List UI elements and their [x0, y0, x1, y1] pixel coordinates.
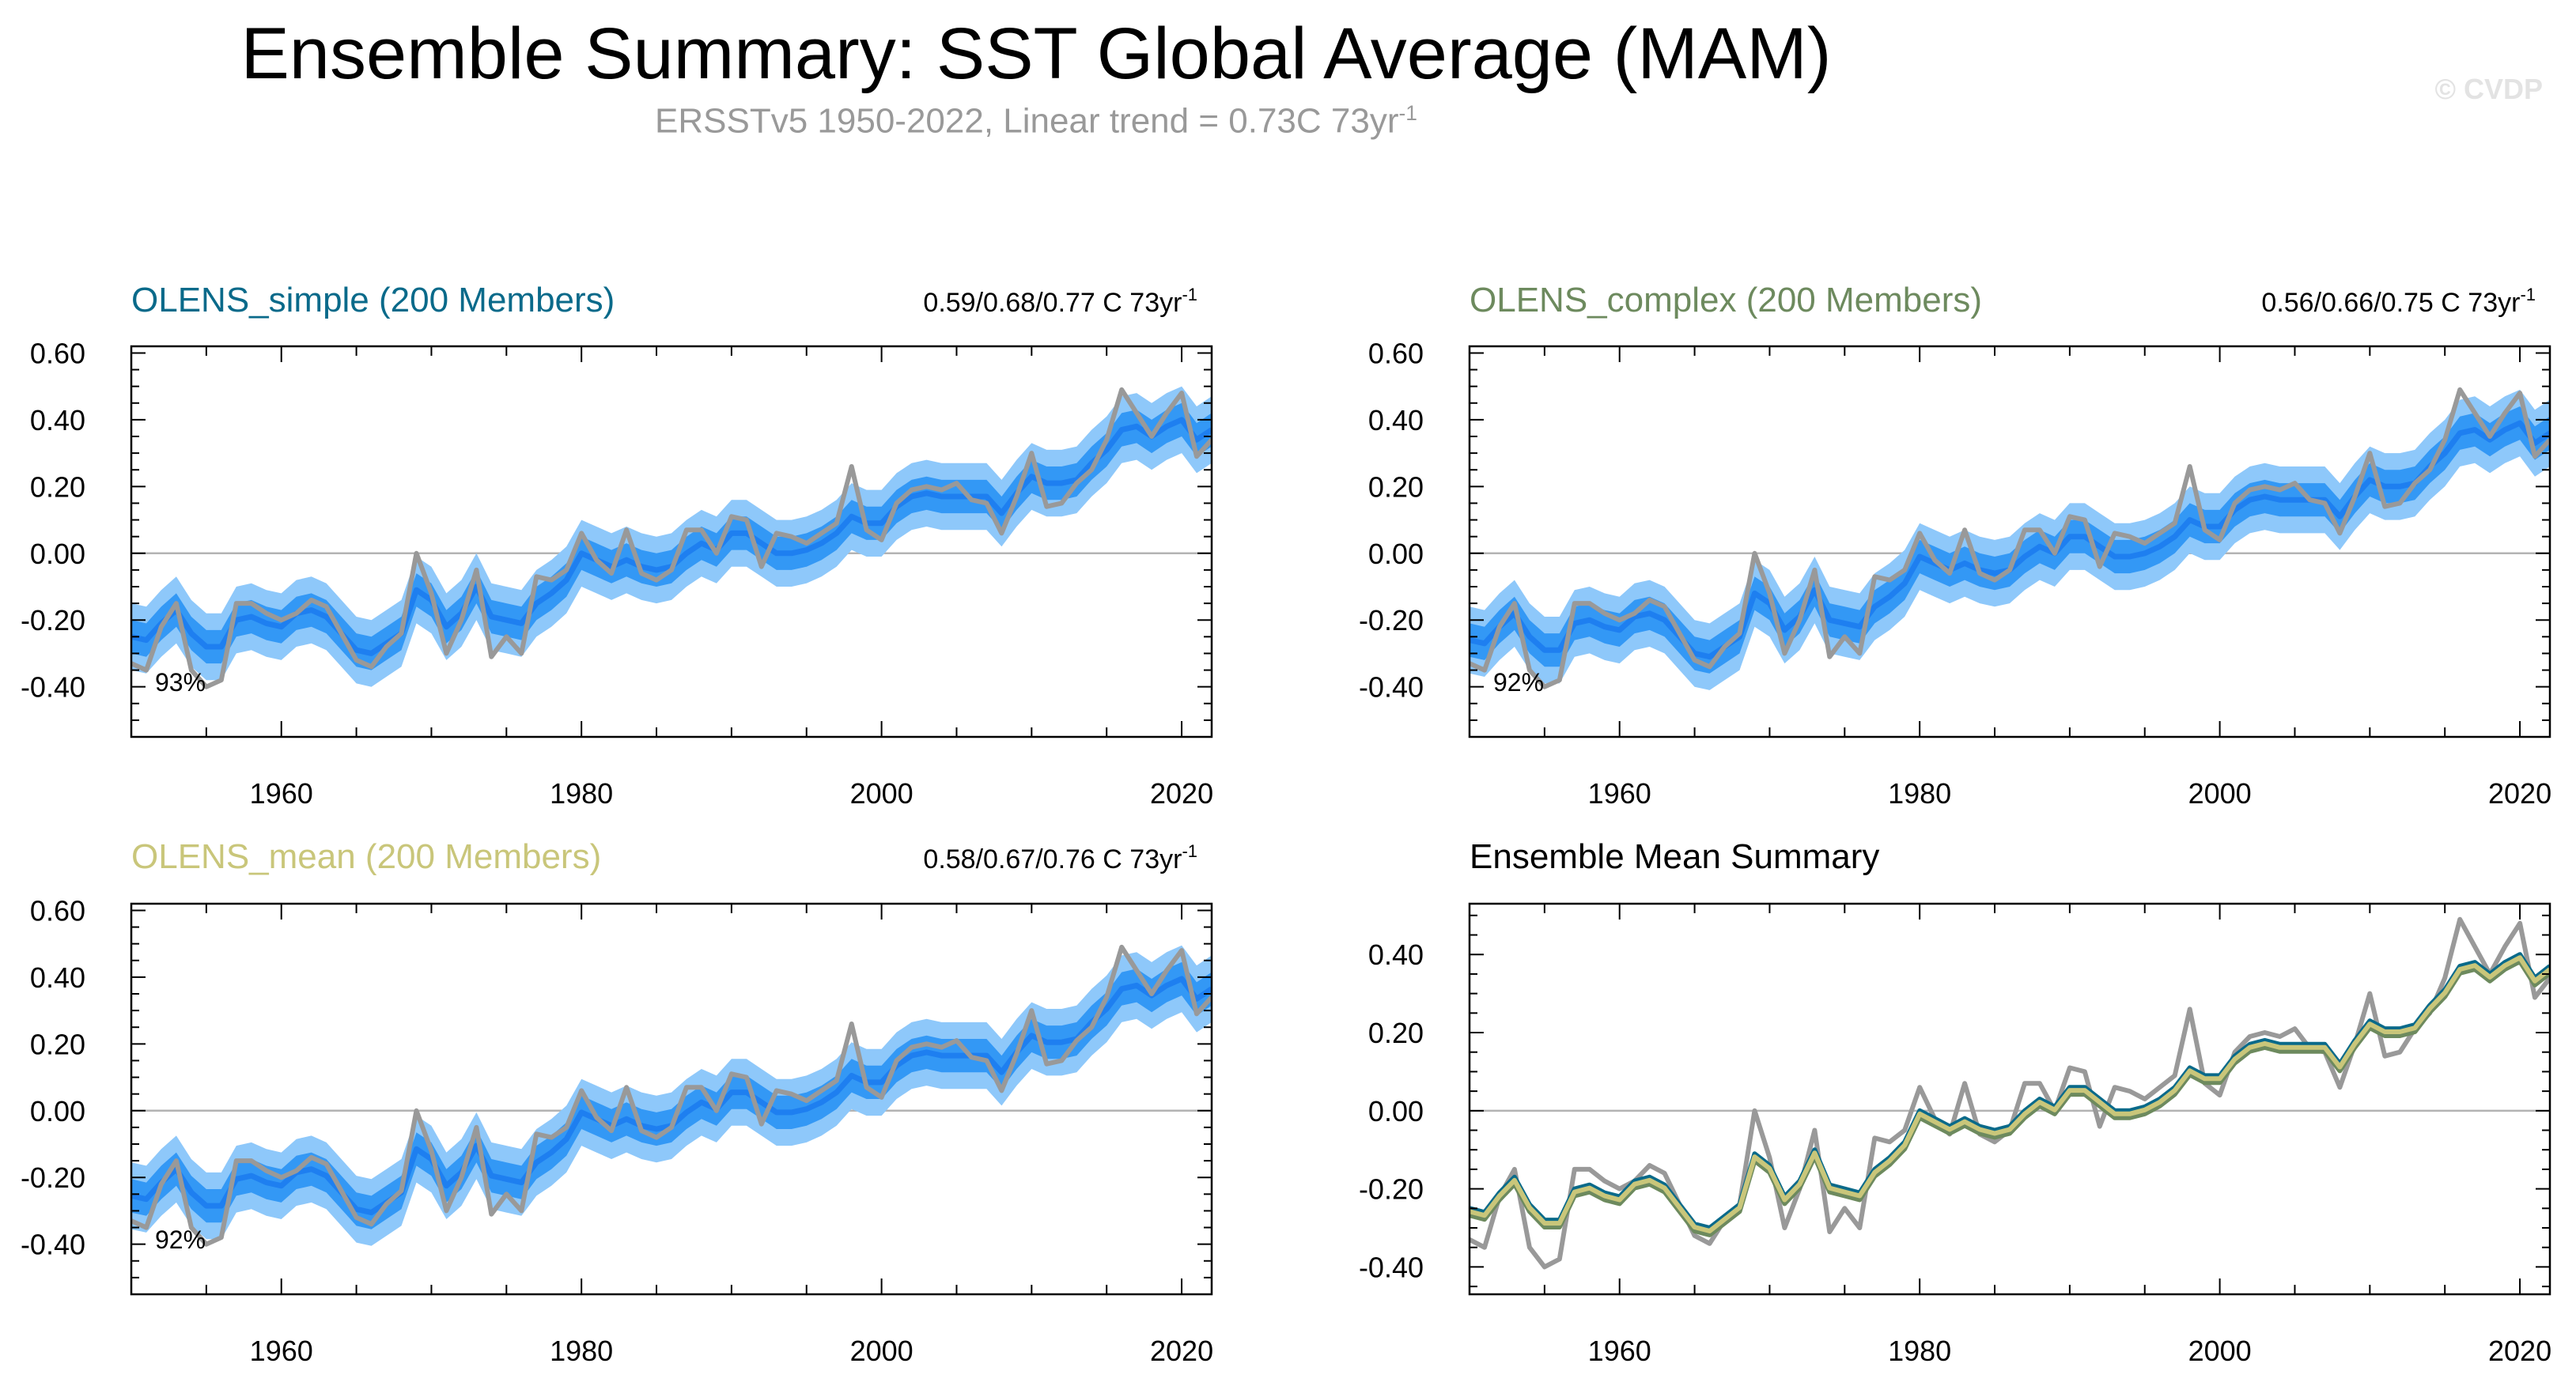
x-tick-label: 1980 — [550, 777, 613, 810]
trend-value: 0.56/0.66/0.75 C 73yr — [2261, 288, 2520, 318]
ensemble-spread-outer-band — [131, 945, 1212, 1246]
panel-title: Ensemble Mean Summary — [1470, 837, 1879, 876]
x-tick-label: 1960 — [250, 777, 313, 810]
subtitle-text: ERSSTv5 1950-2022, Linear trend = 0.73C … — [655, 101, 1399, 141]
y-tick-label: -0.20 — [1359, 604, 1424, 636]
chart-panel-4: -0.40 -0.20 0.00 0.20 0.40 1960 1980 2000 2020 En… — [1359, 837, 2551, 1367]
trend-label: 0.59/0.68/0.77 C 73yr-1 — [923, 285, 1197, 318]
x-tick-label: 1980 — [550, 1335, 613, 1367]
x-tick-label: 2020 — [1150, 1335, 1213, 1367]
chart-panel-3: 92% -0.40 -0.20 0.00 0.20 0.40 0.60 1960 1980 200… — [21, 837, 1213, 1367]
plot-area — [131, 386, 1212, 689]
trend-unit-superscript: -1 — [1182, 285, 1197, 304]
y-tick-label: 0.00 — [30, 1095, 85, 1127]
y-tick-label: -0.20 — [21, 604, 85, 636]
ensemble-spread-outer-band — [1470, 389, 2550, 690]
observed-line — [1470, 916, 2550, 1270]
y-tick-label: 0.20 — [1368, 470, 1424, 503]
copyright-watermark: © CVDP — [2434, 73, 2543, 105]
x-tick-label: 2020 — [1150, 777, 1213, 810]
y-tick-label: 0.00 — [1368, 1095, 1424, 1127]
y-tick-label: 0.40 — [1368, 938, 1424, 971]
x-tick-label: 2000 — [850, 777, 914, 810]
panel-title: OLENS_simple (200 Members) — [131, 281, 615, 319]
plot-area — [1470, 387, 2550, 690]
x-tick-label: 2000 — [850, 1335, 914, 1367]
plot-frame — [130, 902, 1213, 1296]
y-tick-label: 0.20 — [30, 470, 85, 503]
percent-label: 92% — [1493, 668, 1544, 697]
x-tick-label: 2000 — [2188, 1335, 2252, 1367]
chart-panel-2: 92% -0.40 -0.20 0.00 0.20 0.40 0.60 1960 1980 200… — [1359, 281, 2551, 810]
trend-value: 0.59/0.68/0.77 C 73yr — [923, 288, 1182, 318]
x-tick-label: 2000 — [2188, 777, 2252, 810]
panel-title: OLENS_mean (200 Members) — [131, 837, 601, 876]
y-tick-label: -0.40 — [21, 1229, 85, 1261]
x-tick-label: 1960 — [1588, 1335, 1651, 1367]
subtitle-unit-superscript: -1 — [1398, 101, 1417, 125]
main-title: Ensemble Summary: SST Global Average (MA… — [240, 13, 1832, 94]
y-tick-label: 0.00 — [30, 538, 85, 570]
percent-label: 93% — [155, 668, 206, 697]
trend-unit-superscript: -1 — [1182, 841, 1197, 861]
plot-frame — [130, 345, 1213, 738]
trend-label: 0.58/0.67/0.76 C 73yr-1 — [923, 841, 1197, 874]
y-tick-label: -0.20 — [21, 1161, 85, 1194]
y-tick-label: -0.40 — [21, 671, 85, 704]
x-tick-label: 1960 — [250, 1335, 313, 1367]
y-tick-label: 0.60 — [30, 894, 85, 927]
y-tick-label: 0.20 — [1368, 1017, 1424, 1049]
y-tick-label: 0.60 — [30, 337, 85, 369]
chart-panel-1: 93% -0.40 -0.20 0.00 0.20 0.40 0.60 1960 1980 200… — [21, 281, 1213, 810]
ensemble-spread-outer-band — [131, 386, 1212, 687]
olens-complex-mean-line — [1470, 959, 2550, 1237]
y-tick-label: -0.40 — [1359, 671, 1424, 704]
plot-area — [131, 944, 1212, 1247]
trend-unit-superscript: -1 — [2520, 285, 2536, 304]
plot-frame — [1468, 902, 2551, 1296]
y-tick-label: 0.40 — [30, 961, 85, 994]
main-subtitle: ERSSTv5 1950-2022, Linear trend = 0.73C … — [0, 101, 2072, 142]
percent-label: 92% — [155, 1225, 206, 1254]
y-tick-label: -0.20 — [1359, 1173, 1424, 1206]
panel-title: OLENS_complex (200 Members) — [1470, 281, 1982, 319]
y-tick-label: 0.40 — [30, 404, 85, 436]
observed-line — [131, 944, 1212, 1247]
y-tick-label: 0.60 — [1368, 337, 1424, 369]
y-tick-label: 0.00 — [1368, 538, 1424, 570]
y-tick-label: -0.40 — [1359, 1251, 1424, 1283]
plot-frame — [1468, 345, 2551, 738]
olens-mean-mean-line — [1470, 955, 2550, 1233]
y-tick-label: 0.40 — [1368, 404, 1424, 436]
plot-area — [1470, 916, 2550, 1270]
y-tick-label: 0.20 — [30, 1028, 85, 1060]
trend-label: 0.56/0.66/0.75 C 73yr-1 — [2261, 285, 2536, 318]
x-tick-label: 2020 — [2488, 1335, 2551, 1367]
x-tick-label: 1980 — [1888, 1335, 1951, 1367]
observed-line — [131, 387, 1212, 689]
x-tick-label: 1960 — [1588, 777, 1651, 810]
x-tick-label: 1980 — [1888, 777, 1951, 810]
x-tick-label: 2020 — [2488, 777, 2551, 810]
trend-value: 0.58/0.67/0.76 C 73yr — [923, 844, 1182, 874]
observed-line — [1470, 387, 2550, 689]
